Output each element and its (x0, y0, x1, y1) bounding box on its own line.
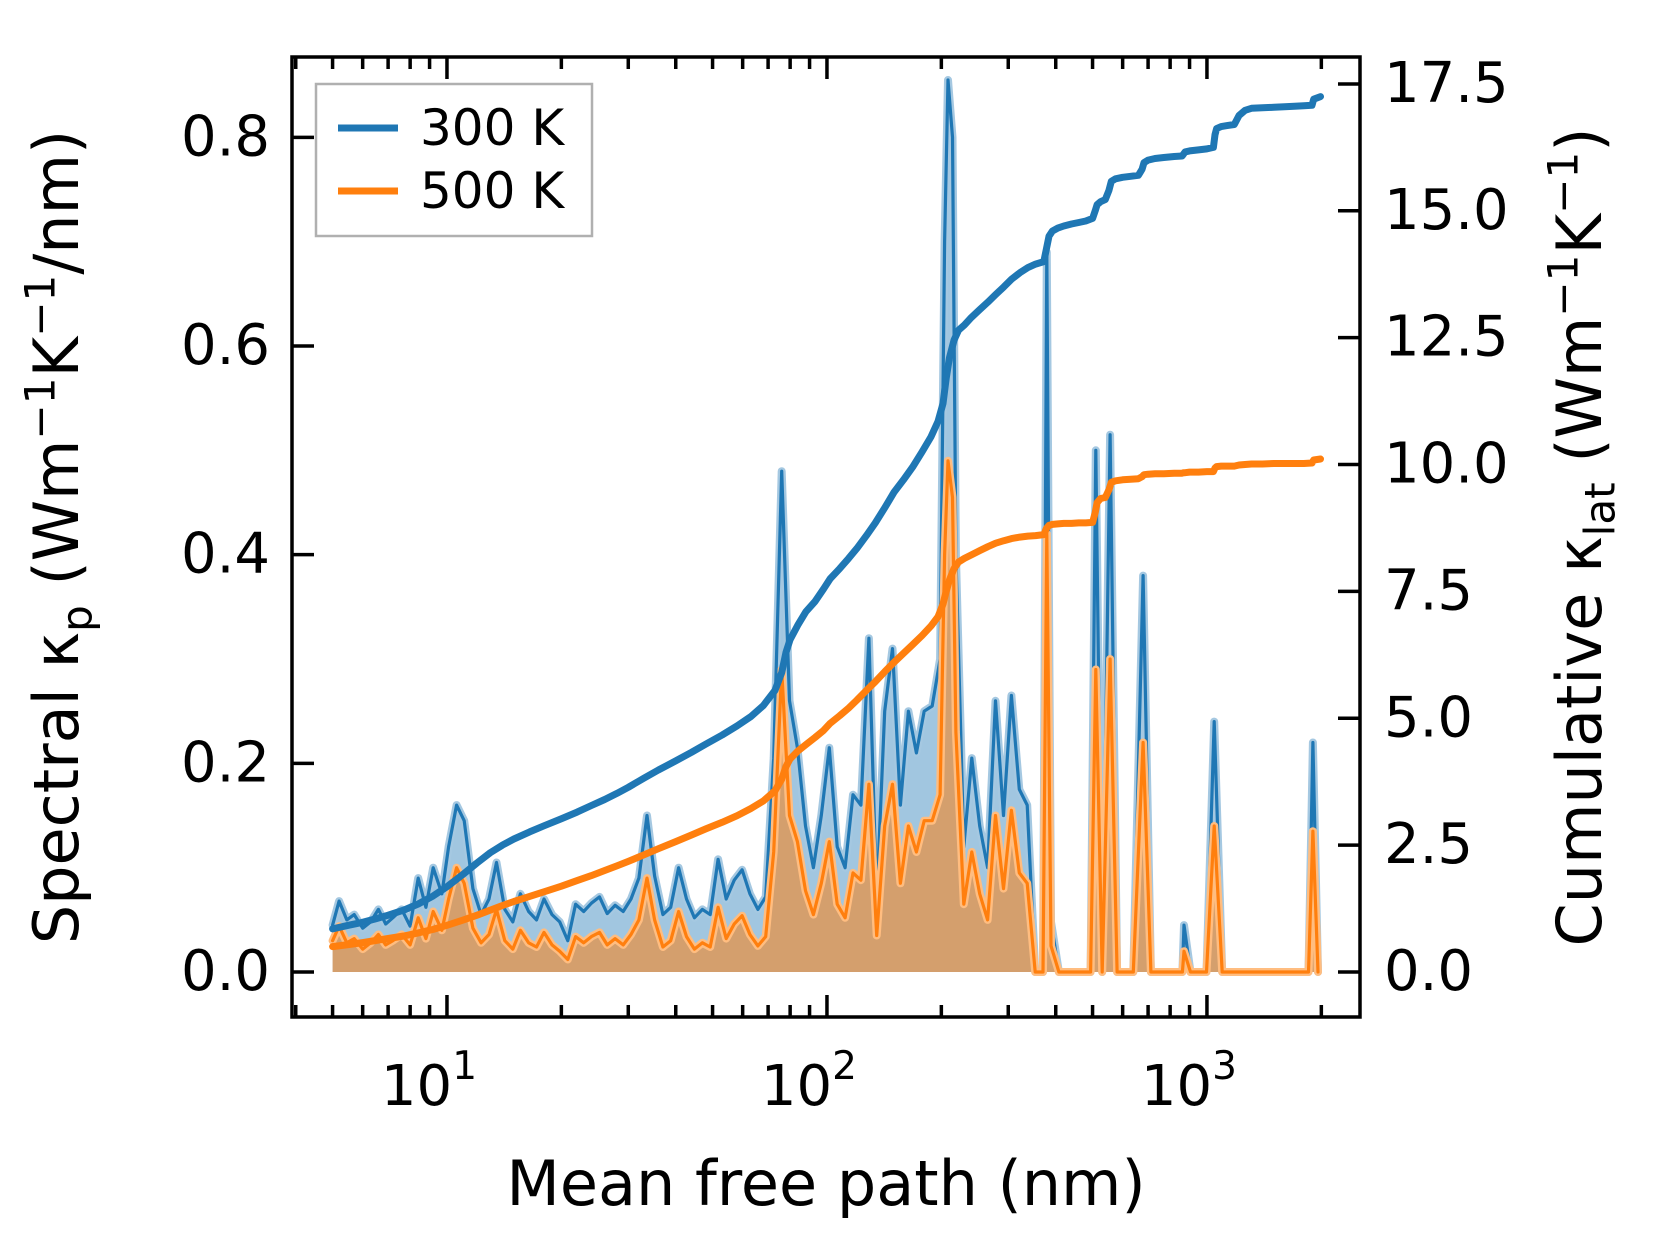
x-tick-label: 101 (381, 1044, 477, 1119)
y-left-tick-label: 0.4 (181, 522, 270, 587)
y-right-tick-label: 15.0 (1384, 178, 1509, 243)
y-left-tick-label: 0.0 (181, 939, 270, 1004)
y-right-tick-label: 5.0 (1384, 685, 1473, 750)
y-left-tick-label: 0.6 (181, 313, 270, 378)
y-right-tick-label: 10.0 (1384, 432, 1509, 497)
legend-box (314, 82, 594, 238)
y-left-tick-label: 0.2 (181, 730, 270, 795)
x-axis-label: Mean free path (nm) (506, 1147, 1145, 1220)
y-right-tick-label: 0.0 (1384, 939, 1473, 1004)
legend-label-500-k: 500 K (420, 162, 565, 220)
y-right-tick-label: 12.5 (1384, 305, 1509, 370)
cumulative-line-500 (329, 455, 1324, 951)
x-tick-label: 102 (761, 1044, 857, 1119)
legend-label-300-k: 300 K (420, 99, 565, 157)
x-tick-label: 103 (1141, 1044, 1237, 1119)
y-right-tick-label: 17.5 (1384, 51, 1509, 116)
y-right-tick-label: 7.5 (1384, 558, 1473, 623)
y-left-tick-label: 0.8 (181, 104, 270, 169)
spectral-line-500 (331, 459, 1320, 974)
y-left-axis-label: Spectral κp (Wm−1K−1/nm) (15, 130, 101, 944)
cumulative-line-300 (329, 93, 1324, 933)
y-right-tick-label: 2.5 (1384, 812, 1473, 877)
y-right-axis-label: Cumulative κlat (Wm−1K−1) (1538, 128, 1624, 947)
